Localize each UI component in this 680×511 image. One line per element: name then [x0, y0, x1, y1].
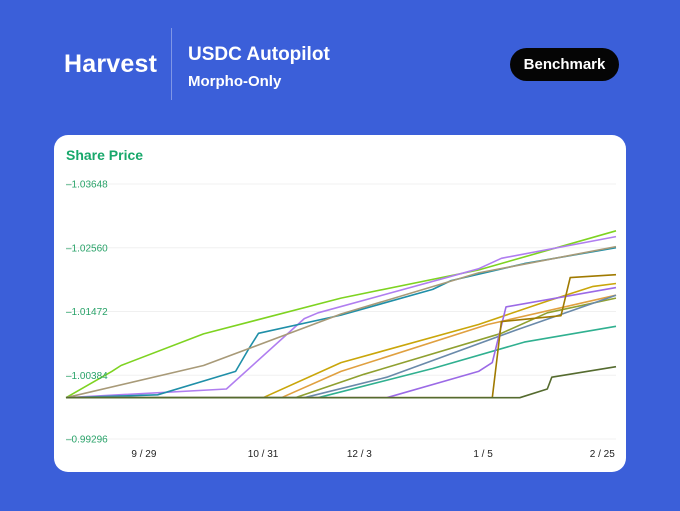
series-line-4 [65, 245, 617, 399]
share-price-chart: –1.03648 –1.02560 –1.01472 –1.00384 –0.99296… [65, 180, 617, 461]
series-line-2 [65, 235, 617, 399]
x-tick-label: 10 / 31 [248, 449, 279, 460]
y-tick-label: –1.02560 [66, 243, 108, 254]
x-tick-label: 2 / 25 [590, 449, 615, 460]
y-tick-label: –0.99296 [66, 435, 108, 446]
series-line-11 [66, 273, 617, 399]
series-line-10 [66, 286, 617, 399]
x-tick-label: 9 / 29 [131, 449, 156, 460]
benchmark-button[interactable]: Benchmark [510, 48, 619, 81]
chart-card: Share Price –1.03648 –1.02560 –1.01472 –1.0… [54, 135, 626, 472]
y-tick-label: –1.00384 [66, 371, 108, 382]
vault-subtitle: Morpho-Only [188, 73, 282, 90]
brand-logo: Harvest [64, 50, 158, 78]
x-tick-label: 1 / 5 [473, 449, 493, 460]
grid-layer [66, 183, 616, 440]
vault-title: USDC Autopilot [188, 44, 330, 65]
series-layer [65, 230, 617, 399]
y-tick-label: –1.01472 [66, 307, 108, 318]
series-line-7 [66, 297, 617, 399]
series-line-12 [66, 365, 617, 399]
label-layer: –1.03648 –1.02560 –1.01472 –1.00384 –0.99296… [66, 180, 615, 461]
x-tick-label: 12 / 3 [347, 449, 372, 460]
chart-title: Share Price [66, 147, 144, 163]
series-line-1 [65, 230, 617, 399]
series-line-3 [65, 246, 617, 399]
y-tick-label: –1.03648 [66, 180, 108, 191]
header-divider [171, 28, 172, 100]
